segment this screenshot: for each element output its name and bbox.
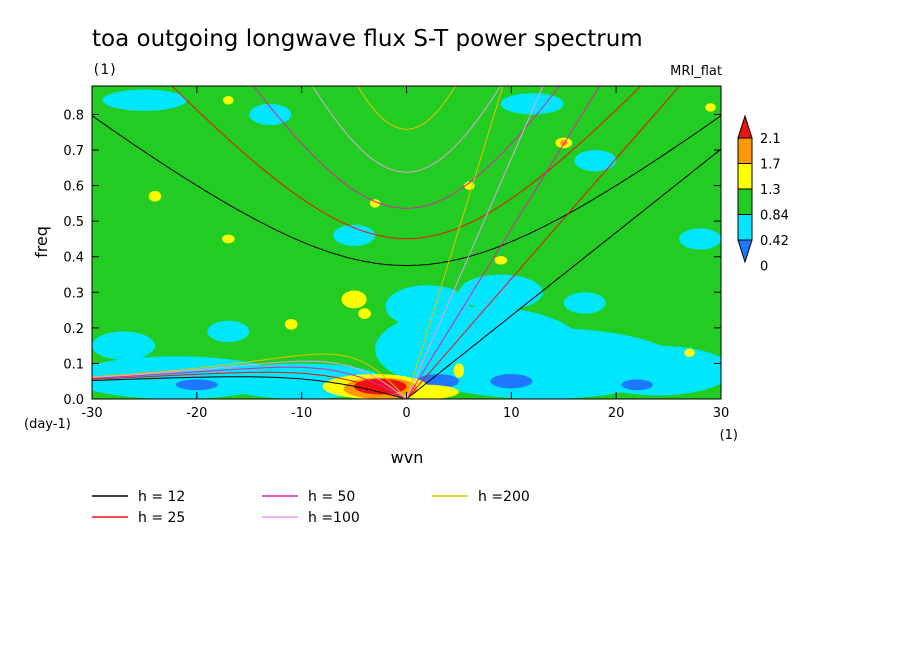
colorbar-segment	[737, 163, 753, 190]
colorbar-level-label: 0	[760, 260, 768, 275]
spectrum-patch	[207, 320, 250, 343]
spectrum-patch	[705, 103, 716, 112]
colorbar-extend-min	[737, 239, 753, 264]
inertio-gravity-curve	[252, 86, 561, 209]
spectrum-patch	[679, 228, 721, 250]
colorbar-level-label: 1.7	[760, 158, 781, 173]
colorbar-segment	[737, 137, 753, 164]
y-unit-label: (day-1)	[24, 417, 71, 432]
spectrum-patch	[175, 379, 218, 391]
legend-label: h = 50	[308, 489, 355, 505]
colorbar: 0 0.42 0.84 1.3 1.7 2.1	[737, 114, 789, 275]
y-tick-label: 0.6	[63, 180, 84, 195]
colorbar-segment	[737, 188, 753, 215]
spectrum-patch	[102, 89, 187, 111]
x-tick-label: 30	[713, 406, 730, 421]
legend: h = 12 h = 25 h = 50 h =100 h =200	[92, 489, 530, 526]
x-unit-label: (1)	[720, 428, 738, 443]
spectrum-patch	[369, 199, 381, 208]
spectrum-patch	[221, 234, 235, 244]
spectrum-patch	[684, 348, 695, 358]
y-axis-label: freq	[32, 226, 51, 258]
spectrum-patch	[563, 292, 606, 314]
chart-title: toa outgoing longwave flux S-T power spe…	[92, 26, 643, 52]
spectrum-patch	[453, 363, 465, 378]
kelvin-wave-curve	[406, 86, 601, 399]
legend-label: h = 25	[138, 510, 185, 526]
spectrum-patch	[490, 374, 533, 389]
x-tick-label: -10	[291, 406, 312, 421]
x-tick-label: 10	[503, 406, 520, 421]
colorbar-level-label: 0.84	[760, 209, 789, 224]
inertio-gravity-curve	[356, 86, 457, 130]
colorbar-level-label: 2.1	[760, 132, 781, 147]
spectrum-patch	[500, 93, 564, 115]
spectrum-patch	[385, 285, 470, 328]
y-axis-ticks: 0.0 0.1 0.2 0.3 0.4 0.5 0.6 0.7 0.8	[63, 108, 721, 408]
x-tick-label: -20	[186, 406, 207, 421]
colorbar-level-label: 0.42	[760, 234, 789, 249]
spectrum-patch	[494, 256, 508, 265]
y-tick-label: 0.5	[63, 215, 84, 230]
inertio-gravity-curve	[92, 115, 721, 266]
spectrum-patch	[458, 274, 543, 311]
y-tick-label: 0.8	[63, 108, 84, 123]
kelvin-wave-curve	[406, 86, 681, 399]
kelvin-wave-curve	[406, 86, 504, 399]
rossby-wave-curve	[92, 371, 407, 399]
spectrum-patch	[354, 378, 407, 395]
plot-area	[92, 86, 721, 399]
dispersion-curves	[92, 86, 721, 399]
kelvin-wave-curve	[406, 86, 544, 399]
inertio-gravity-curve	[311, 86, 502, 173]
y-tick-label: 0.4	[63, 251, 84, 266]
y-tick-label: 0.0	[63, 393, 84, 408]
model-label: MRI_flat	[670, 64, 722, 79]
legend-label: h =200	[478, 489, 530, 505]
colorbar-segment	[737, 214, 753, 241]
spectrum-patch	[416, 374, 459, 389]
y-tick-label: 0.2	[63, 322, 84, 337]
rossby-wave-curve	[92, 366, 407, 399]
y-tick-label: 0.3	[63, 286, 84, 301]
chart-subtitle: (1)	[92, 62, 117, 78]
legend-label: h =100	[308, 510, 360, 526]
colorbar-extend-max	[737, 114, 753, 139]
spectrum-patch	[148, 190, 162, 202]
spectrum-patch	[584, 345, 721, 396]
x-axis-ticks: -30 -20 -10 0 10 20 30	[81, 86, 729, 421]
spectrum-patch	[223, 95, 234, 105]
spectrum-patch	[621, 379, 653, 391]
spectrum-patch	[333, 224, 376, 247]
spectrum-patch	[92, 331, 155, 360]
y-tick-label: 0.7	[63, 144, 84, 159]
inertio-gravity-curve	[171, 86, 642, 240]
legend-label: h = 12	[138, 489, 185, 505]
kelvin-wave-curve	[406, 148, 721, 399]
rossby-wave-curve	[92, 376, 407, 399]
x-axis-label: wvn	[391, 448, 424, 467]
x-tick-label: -30	[81, 406, 102, 421]
spectrum-patch	[358, 308, 371, 319]
rossby-wave-curve	[92, 360, 407, 399]
rossby-wave-curve	[92, 353, 407, 399]
x-tick-label: 20	[608, 406, 625, 421]
x-tick-label: 0	[402, 406, 410, 421]
spectrum-patch	[574, 150, 617, 172]
spectrum-patch	[341, 290, 367, 309]
spectrum-patch	[284, 318, 298, 330]
y-tick-label: 0.1	[63, 357, 84, 372]
colorbar-level-label: 1.3	[760, 183, 781, 198]
